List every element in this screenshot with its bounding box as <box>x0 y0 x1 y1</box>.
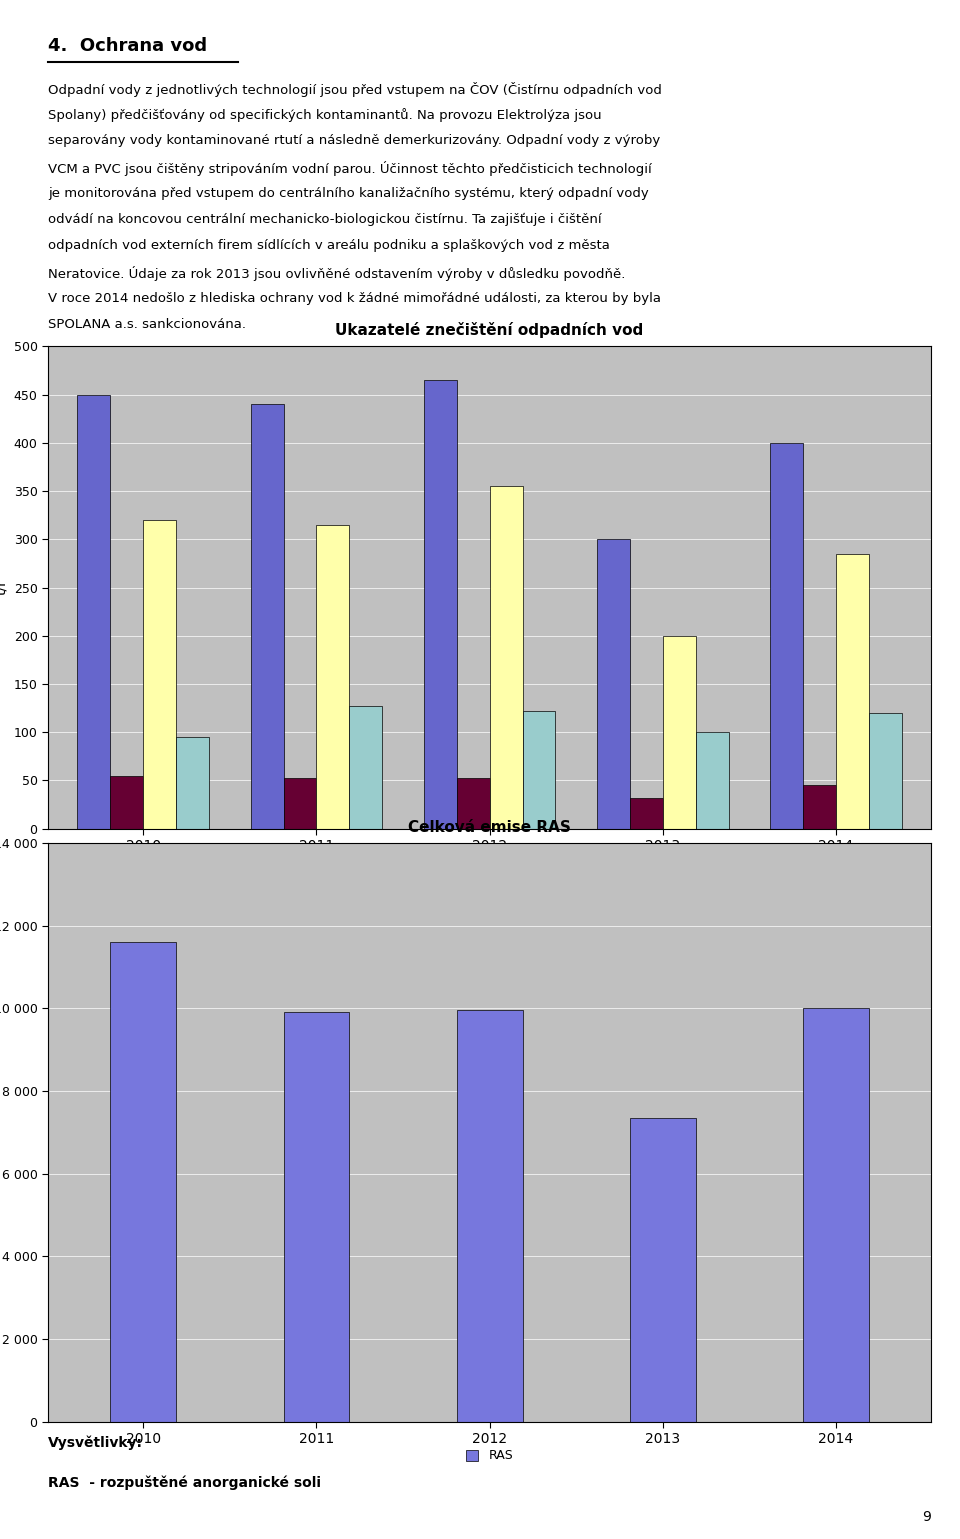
Legend: ChSKCr -chemická spotřeba kyslíku, BSK5 -biologická spotřeba kyslíku, NL -nerozp: ChSKCr -chemická spotřeba kyslíku, BSK5 … <box>268 926 711 968</box>
Bar <box>176 737 209 828</box>
Y-axis label: t/r: t/r <box>0 580 8 596</box>
Bar <box>804 785 836 828</box>
Text: 9: 9 <box>923 1510 931 1524</box>
Bar <box>630 1117 696 1422</box>
Bar <box>283 779 317 828</box>
Bar <box>423 380 457 828</box>
Bar <box>696 733 729 828</box>
Text: je monitorována před vstupem do centrálního kanaližačního systému, který odpadní: je monitorována před vstupem do centráln… <box>48 186 649 200</box>
Bar <box>662 636 696 828</box>
Bar <box>110 776 143 828</box>
Text: separovány vody kontaminované rtutí a následně demerkurizovány. Odpadní vody z v: separovány vody kontaminované rtutí a ná… <box>48 134 660 148</box>
Bar <box>869 713 901 828</box>
Bar <box>457 777 490 828</box>
Bar <box>349 706 382 828</box>
Bar <box>317 525 349 828</box>
Bar <box>804 1008 869 1422</box>
Bar <box>522 711 556 828</box>
Text: VCM a PVC jsou čištěny stripováním vodní parou. Účinnost těchto předčisticich te: VCM a PVC jsou čištěny stripováním vodní… <box>48 160 652 175</box>
Text: SPOLANA a.s. sankcionována.: SPOLANA a.s. sankcionována. <box>48 319 246 331</box>
Bar <box>630 797 662 828</box>
Text: Neratovice. Údaje za rok 2013 jsou ovlivňěné odstavením výroby v důsledku povodň: Neratovice. Údaje za rok 2013 jsou ovliv… <box>48 266 625 280</box>
Bar <box>110 942 176 1422</box>
Text: V roce 2014 nedošlo z hlediska ochrany vod k žádné mimořádné události, za kterou: V roce 2014 nedošlo z hlediska ochrany v… <box>48 292 661 305</box>
Bar <box>490 486 522 828</box>
Bar <box>770 443 804 828</box>
Title: Ukazatelé znečištění odpadních vod: Ukazatelé znečištění odpadních vod <box>335 322 644 339</box>
Text: Odpadní vody z jednotlivých technologií jsou před vstupem na ČOV (Čistírnu odpad: Odpadní vody z jednotlivých technologií … <box>48 82 661 97</box>
Bar <box>143 520 176 828</box>
Bar <box>457 1010 522 1422</box>
Bar <box>283 1013 349 1422</box>
Bar <box>251 405 283 828</box>
Text: odpadních vod externích firem sídlících v areálu podniku a splaškových vod z měs: odpadních vod externích firem sídlících … <box>48 239 610 252</box>
Text: Spolany) předčišťovány od specifických kontaminantů. Na provozu Elektrolýza jsou: Spolany) předčišťovány od specifických k… <box>48 108 602 122</box>
Bar <box>78 394 110 828</box>
Text: 4.  Ochrana vod: 4. Ochrana vod <box>48 37 207 55</box>
Text: RAS  - rozpuštěné anorganické soli: RAS - rozpuštěné anorganické soli <box>48 1476 321 1490</box>
Text: odvádí na koncovou centrální mechanicko-biologickou čistírnu. Ta zajišťuje i čiš: odvádí na koncovou centrální mechanicko-… <box>48 212 602 226</box>
Title: Celková emise RAS: Celková emise RAS <box>408 820 571 834</box>
Text: Vysvětlivky:: Vysvětlivky: <box>48 1436 143 1450</box>
Bar <box>836 554 869 828</box>
Bar <box>597 539 630 828</box>
Legend: RAS: RAS <box>461 1445 518 1467</box>
